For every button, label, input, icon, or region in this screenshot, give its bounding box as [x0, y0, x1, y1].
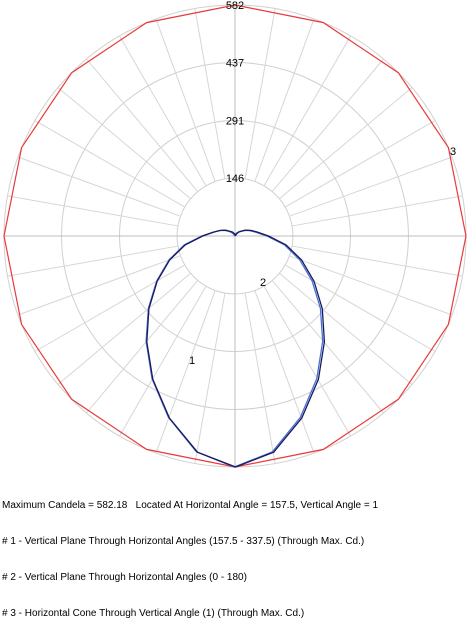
grid-spoke-310 — [57, 87, 191, 200]
series-1-label: 1 — [189, 355, 195, 367]
grid-spoke-140 — [271, 280, 384, 414]
legend-entry-1: # 1 - Vertical Plane Through Horizontal … — [2, 536, 365, 547]
grid-spoke-60 — [284, 120, 436, 208]
legend-entry-3: # 3 - Horizontal Cone Through Vertical A… — [2, 608, 305, 619]
grid-spoke-330 — [119, 35, 207, 187]
grid-spoke-20 — [254, 18, 315, 182]
grid-spoke-300 — [34, 120, 186, 208]
grid-spoke-150 — [263, 285, 351, 437]
grid-spoke-190 — [194, 292, 226, 464]
polar-chart: 146 291 437 582 1 2 3 — [3, 0, 467, 468]
series-layer — [3, 4, 467, 468]
radial-tick-label-3: 437 — [226, 58, 244, 70]
grid-spoke-320 — [86, 58, 199, 192]
radial-tick-label-1: 146 — [226, 173, 244, 185]
grid-spoke-250 — [17, 255, 181, 316]
grid-spoke-30 — [263, 35, 351, 187]
chart-caption: Maximum Candela = 582.18 Located At Hori… — [2, 476, 468, 632]
radial-tick-label-4: 582 — [226, 0, 244, 12]
grid-spoke-50 — [279, 87, 413, 200]
grid-spoke-230 — [57, 272, 191, 385]
grid-spoke-200 — [155, 290, 216, 454]
grid-spoke-220 — [86, 280, 199, 414]
max-candela-text: Maximum Candela = 582.18 Located At Hori… — [2, 500, 379, 511]
radial-tick-label-2: 291 — [226, 116, 244, 128]
grid-spoke-240 — [34, 264, 186, 352]
legend-entry-2: # 2 - Vertical Plane Through Horizontal … — [2, 572, 247, 583]
grid-spoke-120 — [284, 264, 436, 352]
grid-spoke-130 — [279, 272, 413, 385]
grid-spoke-160 — [254, 290, 315, 454]
grid-spoke-110 — [289, 255, 453, 316]
series-2-plane — [146, 229, 326, 468]
grid-spoke-70 — [289, 156, 453, 217]
grid-spoke-280 — [7, 195, 179, 227]
grid-spoke-10 — [244, 8, 276, 180]
grid-spoke-40 — [271, 58, 384, 192]
grid-spoke-340 — [155, 18, 216, 182]
grid-spoke-210 — [119, 285, 207, 437]
grid-spoke-350 — [194, 8, 226, 180]
series-1-plane — [145, 229, 324, 468]
chart-labels: 146 291 437 582 1 2 3 — [189, 0, 456, 367]
grid-spoke-100 — [291, 245, 463, 277]
grid-spoke-170 — [244, 292, 276, 464]
grid-spoke-80 — [291, 195, 463, 227]
grid-spoke-260 — [7, 245, 179, 277]
series-2-label: 2 — [260, 277, 266, 289]
grid-spoke-290 — [17, 156, 181, 217]
series-3-label: 3 — [450, 146, 456, 158]
